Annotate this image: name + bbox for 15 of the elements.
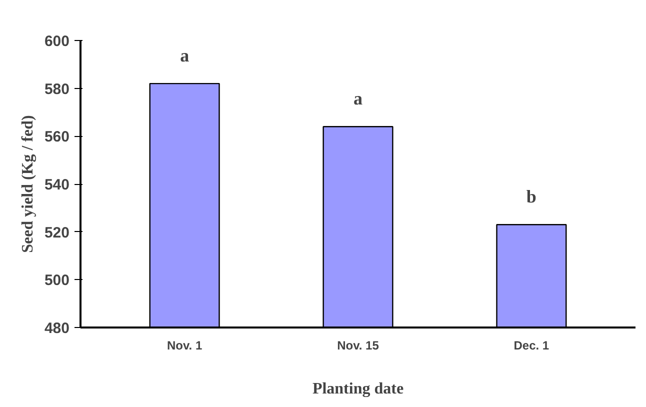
y-tick-label: 560 [44, 128, 70, 146]
annotation: a [354, 88, 362, 109]
annotation: a [180, 46, 190, 66]
x-tick-label: Nov. 1 [167, 338, 202, 352]
y-tick-label: 600 [44, 33, 70, 50]
x-tick-label: Dec. 1 [514, 338, 550, 352]
y-tick-label: 500 [44, 272, 70, 290]
annotation: b [526, 186, 536, 207]
y-tick-label: 580 [44, 80, 70, 98]
y-tick-label: 520 [44, 224, 70, 242]
x-tick-label: Nov. 15 [337, 338, 380, 352]
y-tick-label: 480 [44, 320, 70, 337]
x-axis-title: Planting date [312, 380, 404, 398]
y-tick-label: 540 [44, 176, 70, 194]
y-axis-title: Seed yield (Kg / fed) [19, 115, 36, 253]
